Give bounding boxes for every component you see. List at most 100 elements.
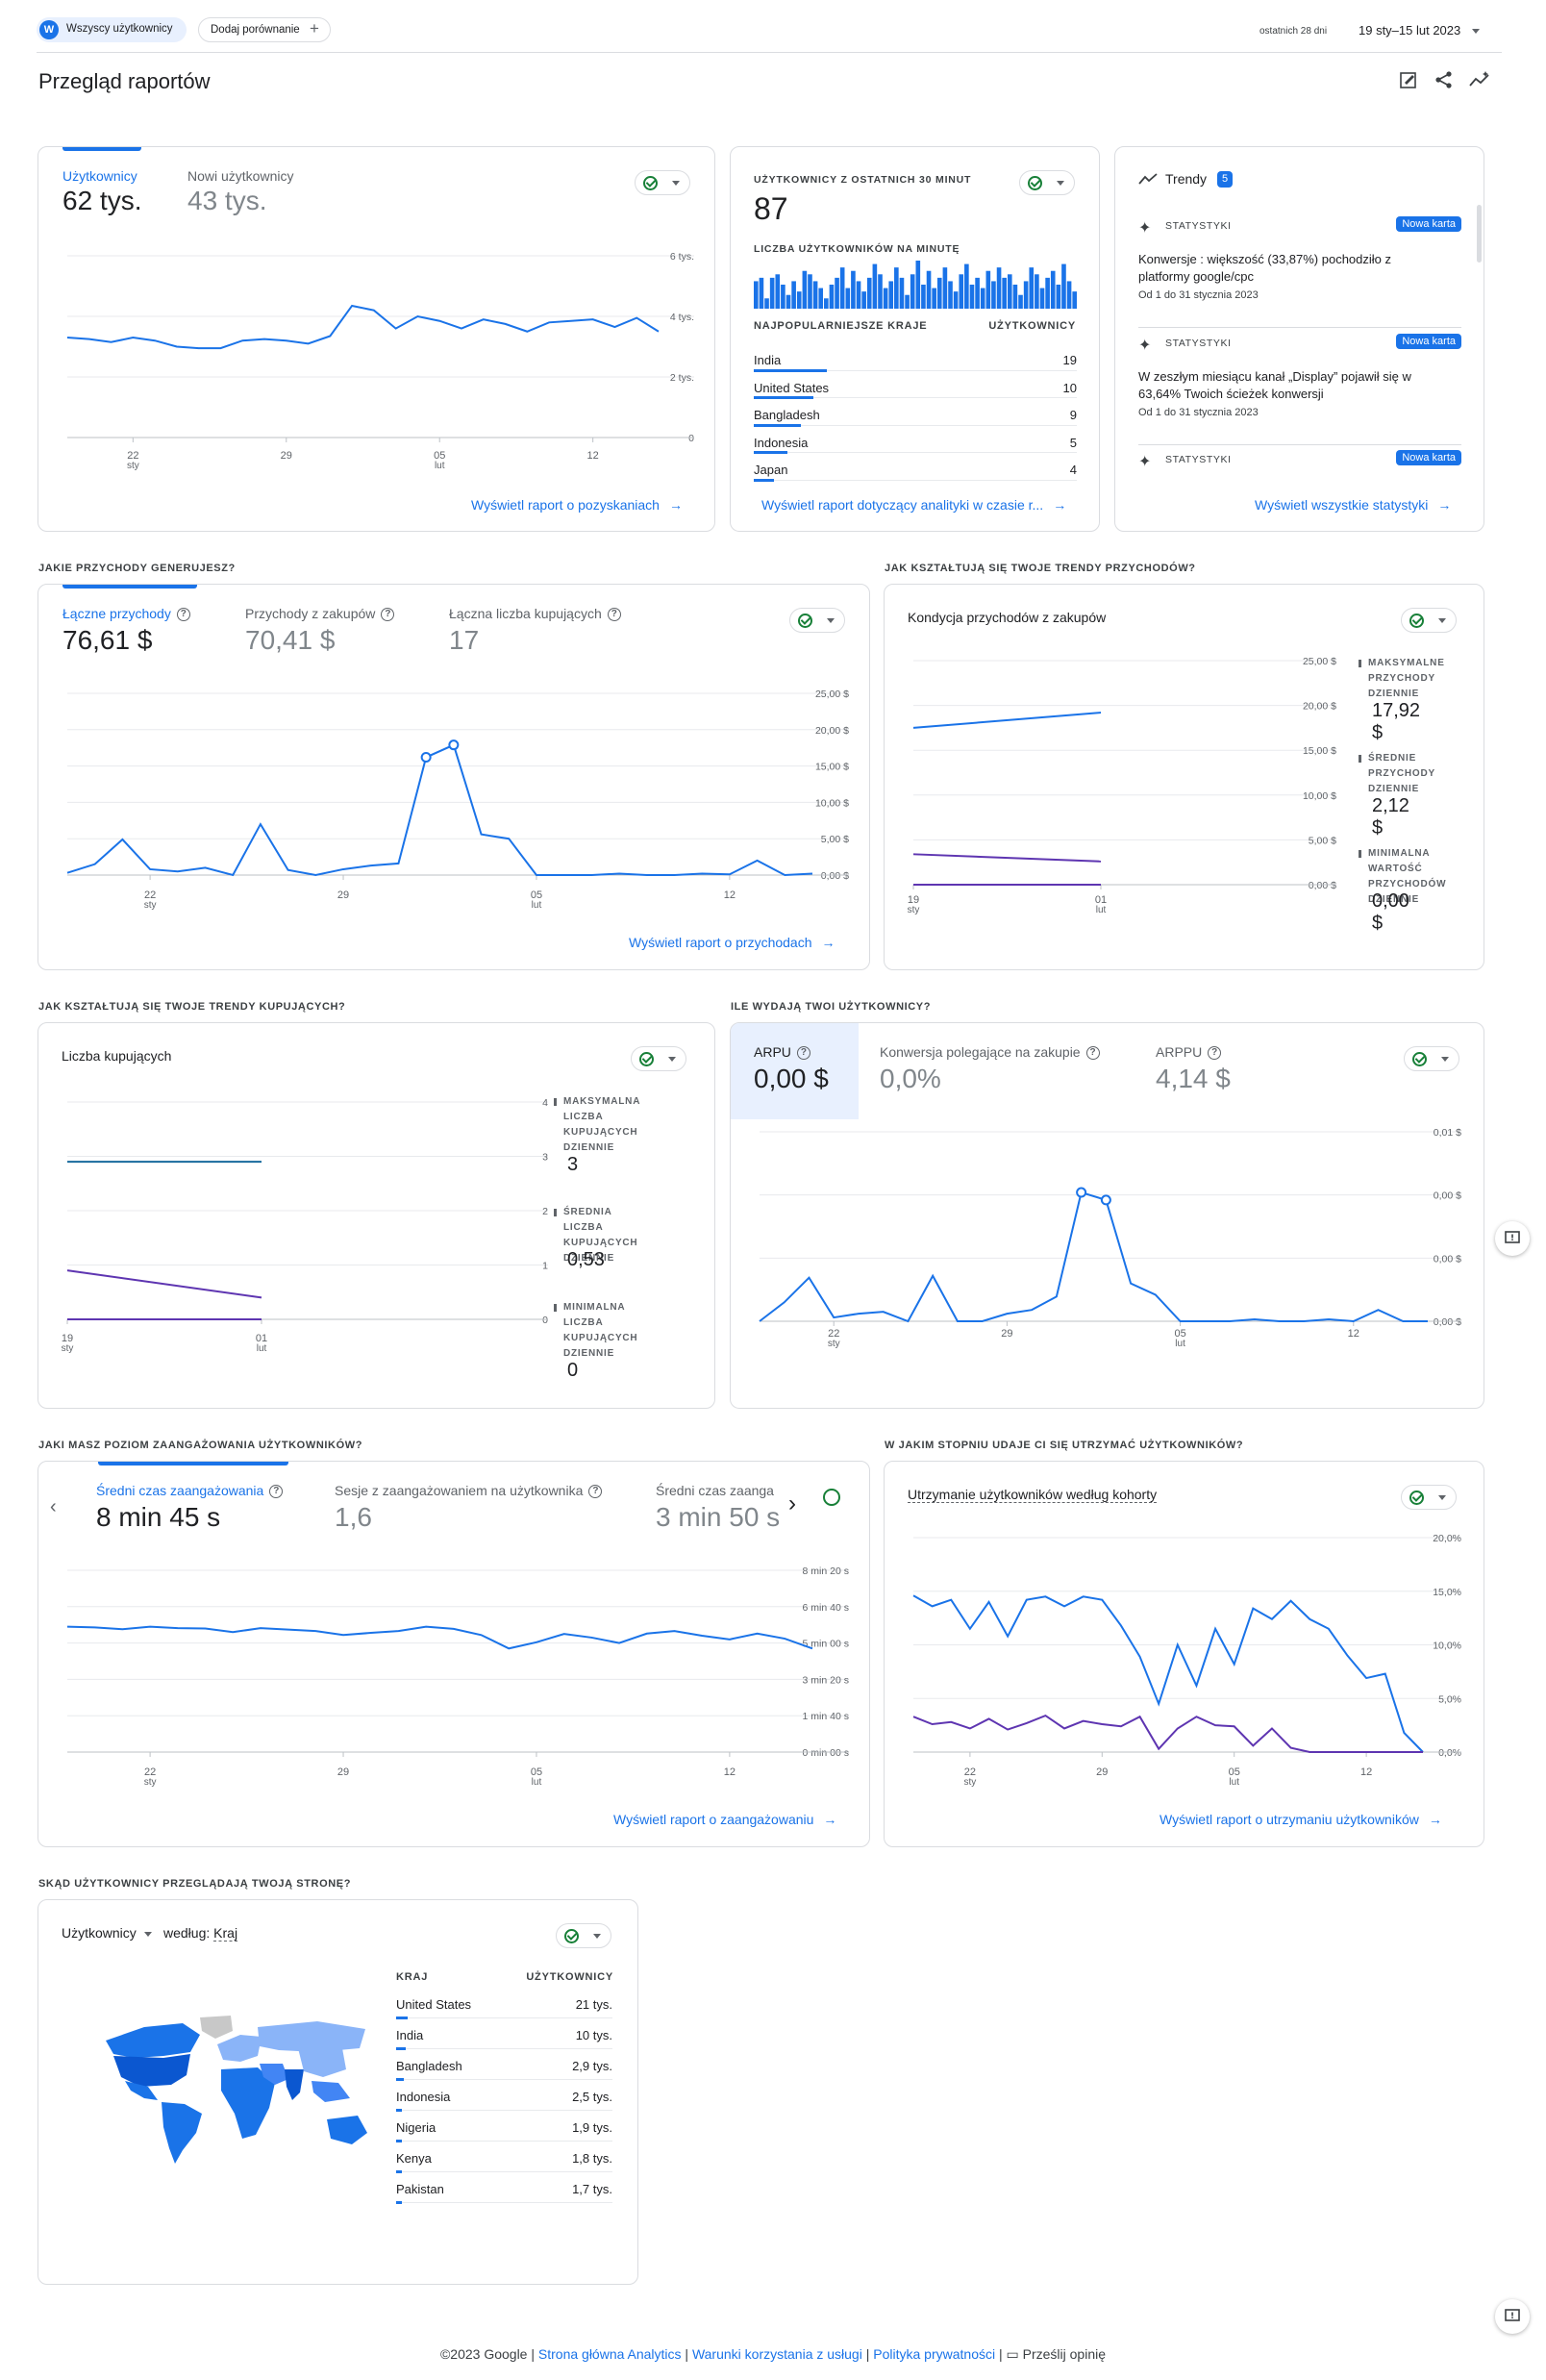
minute-bar[interactable] bbox=[932, 288, 936, 309]
minute-bar[interactable] bbox=[985, 270, 991, 309]
minute-bar[interactable] bbox=[936, 277, 942, 309]
minute-bar[interactable] bbox=[872, 263, 878, 309]
chevron-right-icon[interactable]: › bbox=[788, 1491, 796, 1516]
feedback-fab[interactable] bbox=[1495, 2299, 1530, 2334]
metric-tab-new-users[interactable]: Nowi użytkownicy bbox=[187, 168, 294, 184]
minute-bar[interactable] bbox=[921, 285, 926, 309]
minute-bar[interactable] bbox=[1056, 285, 1061, 309]
minute-bar[interactable] bbox=[905, 294, 910, 309]
minute-bar[interactable] bbox=[1029, 267, 1035, 309]
minute-bar[interactable] bbox=[812, 281, 818, 309]
minute-bar[interactable] bbox=[861, 291, 866, 309]
status-dropdown-button[interactable] bbox=[1019, 170, 1075, 195]
table-row[interactable]: Indonesia 5 bbox=[754, 432, 1077, 454]
minute-bar[interactable] bbox=[802, 270, 808, 309]
table-row[interactable]: India 19 bbox=[754, 349, 1077, 372]
minute-bar[interactable] bbox=[866, 277, 872, 309]
revenue-report-link[interactable]: Wyświetl raport o przychodach → bbox=[629, 935, 835, 950]
status-dropdown-button[interactable] bbox=[789, 608, 845, 633]
minute-bar[interactable] bbox=[894, 267, 899, 309]
minute-bar[interactable] bbox=[883, 288, 888, 309]
minute-bar[interactable] bbox=[775, 274, 781, 309]
metric-tab-users[interactable]: Użytkownicy bbox=[62, 168, 137, 184]
status-dropdown-button[interactable] bbox=[635, 170, 690, 195]
minute-bar[interactable] bbox=[1050, 270, 1056, 309]
feedback-link[interactable]: ▭ Prześlij opinię bbox=[1006, 2346, 1107, 2362]
minute-bar[interactable] bbox=[1039, 288, 1045, 309]
minute-bar[interactable] bbox=[888, 281, 894, 309]
add-comparison-button[interactable]: Dodaj porównanie + bbox=[198, 17, 331, 42]
minute-bar[interactable] bbox=[845, 288, 851, 309]
minute-bar[interactable] bbox=[948, 281, 953, 309]
check-circle-icon[interactable] bbox=[823, 1489, 840, 1506]
data-point[interactable] bbox=[1100, 1194, 1111, 1206]
minute-bar[interactable] bbox=[1023, 281, 1029, 309]
minute-bar[interactable] bbox=[829, 285, 835, 309]
minute-bar[interactable] bbox=[975, 277, 980, 309]
footer-link-terms[interactable]: Warunki korzystania z usługi bbox=[691, 2346, 862, 2362]
realtime-report-link[interactable]: Wyświetl raport dotyczący analityki w cz… bbox=[761, 497, 1067, 513]
minute-bar[interactable] bbox=[835, 277, 839, 309]
minute-bar[interactable] bbox=[824, 298, 829, 309]
minute-bar[interactable] bbox=[969, 285, 975, 309]
minute-bar[interactable] bbox=[764, 298, 769, 309]
minute-bar[interactable] bbox=[1002, 277, 1007, 309]
data-point[interactable] bbox=[1076, 1187, 1087, 1198]
minute-bar[interactable] bbox=[1012, 285, 1018, 309]
metric-tab-engaged-sessions[interactable]: Sesje z zaangażowaniem na użytkownika? bbox=[335, 1483, 603, 1499]
segment-chip[interactable]: W Wszyscy użytkownicy bbox=[37, 17, 187, 42]
status-dropdown-button[interactable] bbox=[556, 1923, 611, 1948]
feedback-fab[interactable] bbox=[1495, 1221, 1530, 1256]
minute-bar[interactable] bbox=[759, 277, 764, 309]
metric-tab-third[interactable]: Średni czas zaanga bbox=[656, 1483, 774, 1498]
all-insights-link[interactable]: Wyświetl wszystkie statystyki → bbox=[1255, 497, 1452, 513]
minute-bar[interactable] bbox=[959, 274, 964, 309]
minute-bar[interactable] bbox=[851, 270, 856, 309]
minute-bar[interactable] bbox=[991, 281, 996, 309]
geo-dimension-selector[interactable]: według: Kraj bbox=[163, 1925, 238, 1942]
minute-bar[interactable] bbox=[785, 294, 791, 309]
geo-metric-selector[interactable]: Użytkownicy bbox=[62, 1925, 152, 1941]
minute-bar[interactable] bbox=[791, 281, 796, 309]
minute-bar[interactable] bbox=[1045, 277, 1050, 309]
metric-tab-total-purchasers[interactable]: Łączna liczba kupujących? bbox=[449, 606, 621, 622]
date-range-picker[interactable]: 19 sty–15 lut 2023 bbox=[1359, 23, 1480, 38]
minute-bar[interactable] bbox=[796, 291, 802, 309]
minute-bar[interactable] bbox=[915, 261, 921, 309]
minute-bar[interactable] bbox=[769, 277, 775, 309]
minute-bar[interactable] bbox=[1072, 291, 1077, 309]
table-row[interactable]: Bangladesh 2,9 tys. bbox=[396, 2055, 612, 2081]
table-row[interactable]: United States 10 bbox=[754, 377, 1077, 399]
minute-bar[interactable] bbox=[856, 281, 861, 309]
table-row[interactable]: Indonesia 2,5 tys. bbox=[396, 2086, 612, 2112]
table-row[interactable]: Nigeria 1,9 tys. bbox=[396, 2117, 612, 2142]
minute-bar[interactable] bbox=[980, 288, 985, 309]
data-point[interactable] bbox=[420, 752, 432, 764]
insights-scrollbar[interactable] bbox=[1477, 205, 1482, 263]
minute-bar[interactable] bbox=[1007, 274, 1012, 309]
metric-tab-purchase-conversion[interactable]: Konwersja polegające na zakupie? bbox=[880, 1044, 1100, 1061]
data-point[interactable] bbox=[448, 739, 460, 751]
minute-bar[interactable] bbox=[899, 277, 905, 309]
table-row[interactable]: Kenya 1,8 tys. bbox=[396, 2147, 612, 2173]
minute-bar[interactable] bbox=[953, 291, 959, 309]
metric-tab-total-revenue[interactable]: Łączne przychody? bbox=[62, 606, 190, 622]
minute-bar[interactable] bbox=[926, 270, 932, 309]
share-icon[interactable] bbox=[1434, 70, 1454, 89]
insight-item[interactable]: ✦ STATYSTYKI Nowa karta Konwersje : więk… bbox=[1138, 216, 1461, 328]
minute-bar[interactable] bbox=[964, 263, 969, 309]
table-row[interactable]: Pakistan 1,7 tys. bbox=[396, 2178, 612, 2204]
status-dropdown-button[interactable] bbox=[1401, 608, 1457, 633]
minute-bar[interactable] bbox=[942, 267, 948, 309]
metric-tab-arpu[interactable]: ARPU? bbox=[754, 1044, 810, 1061]
minute-bar[interactable] bbox=[996, 267, 1002, 309]
metric-tab-arppu[interactable]: ARPPU? bbox=[1156, 1044, 1222, 1061]
minute-bar[interactable] bbox=[878, 274, 883, 309]
table-row[interactable]: United States 21 tys. bbox=[396, 1993, 612, 2019]
minute-bar[interactable] bbox=[818, 288, 824, 309]
retention-report-link[interactable]: Wyświetl raport o utrzymaniu użytkownikó… bbox=[1160, 1812, 1442, 1827]
insights-icon[interactable] bbox=[1469, 70, 1490, 89]
minute-bar[interactable] bbox=[1018, 294, 1023, 309]
minute-bar[interactable] bbox=[754, 281, 759, 309]
metric-tab-engagement-time[interactable]: Średni czas zaangażowania? bbox=[96, 1483, 284, 1499]
